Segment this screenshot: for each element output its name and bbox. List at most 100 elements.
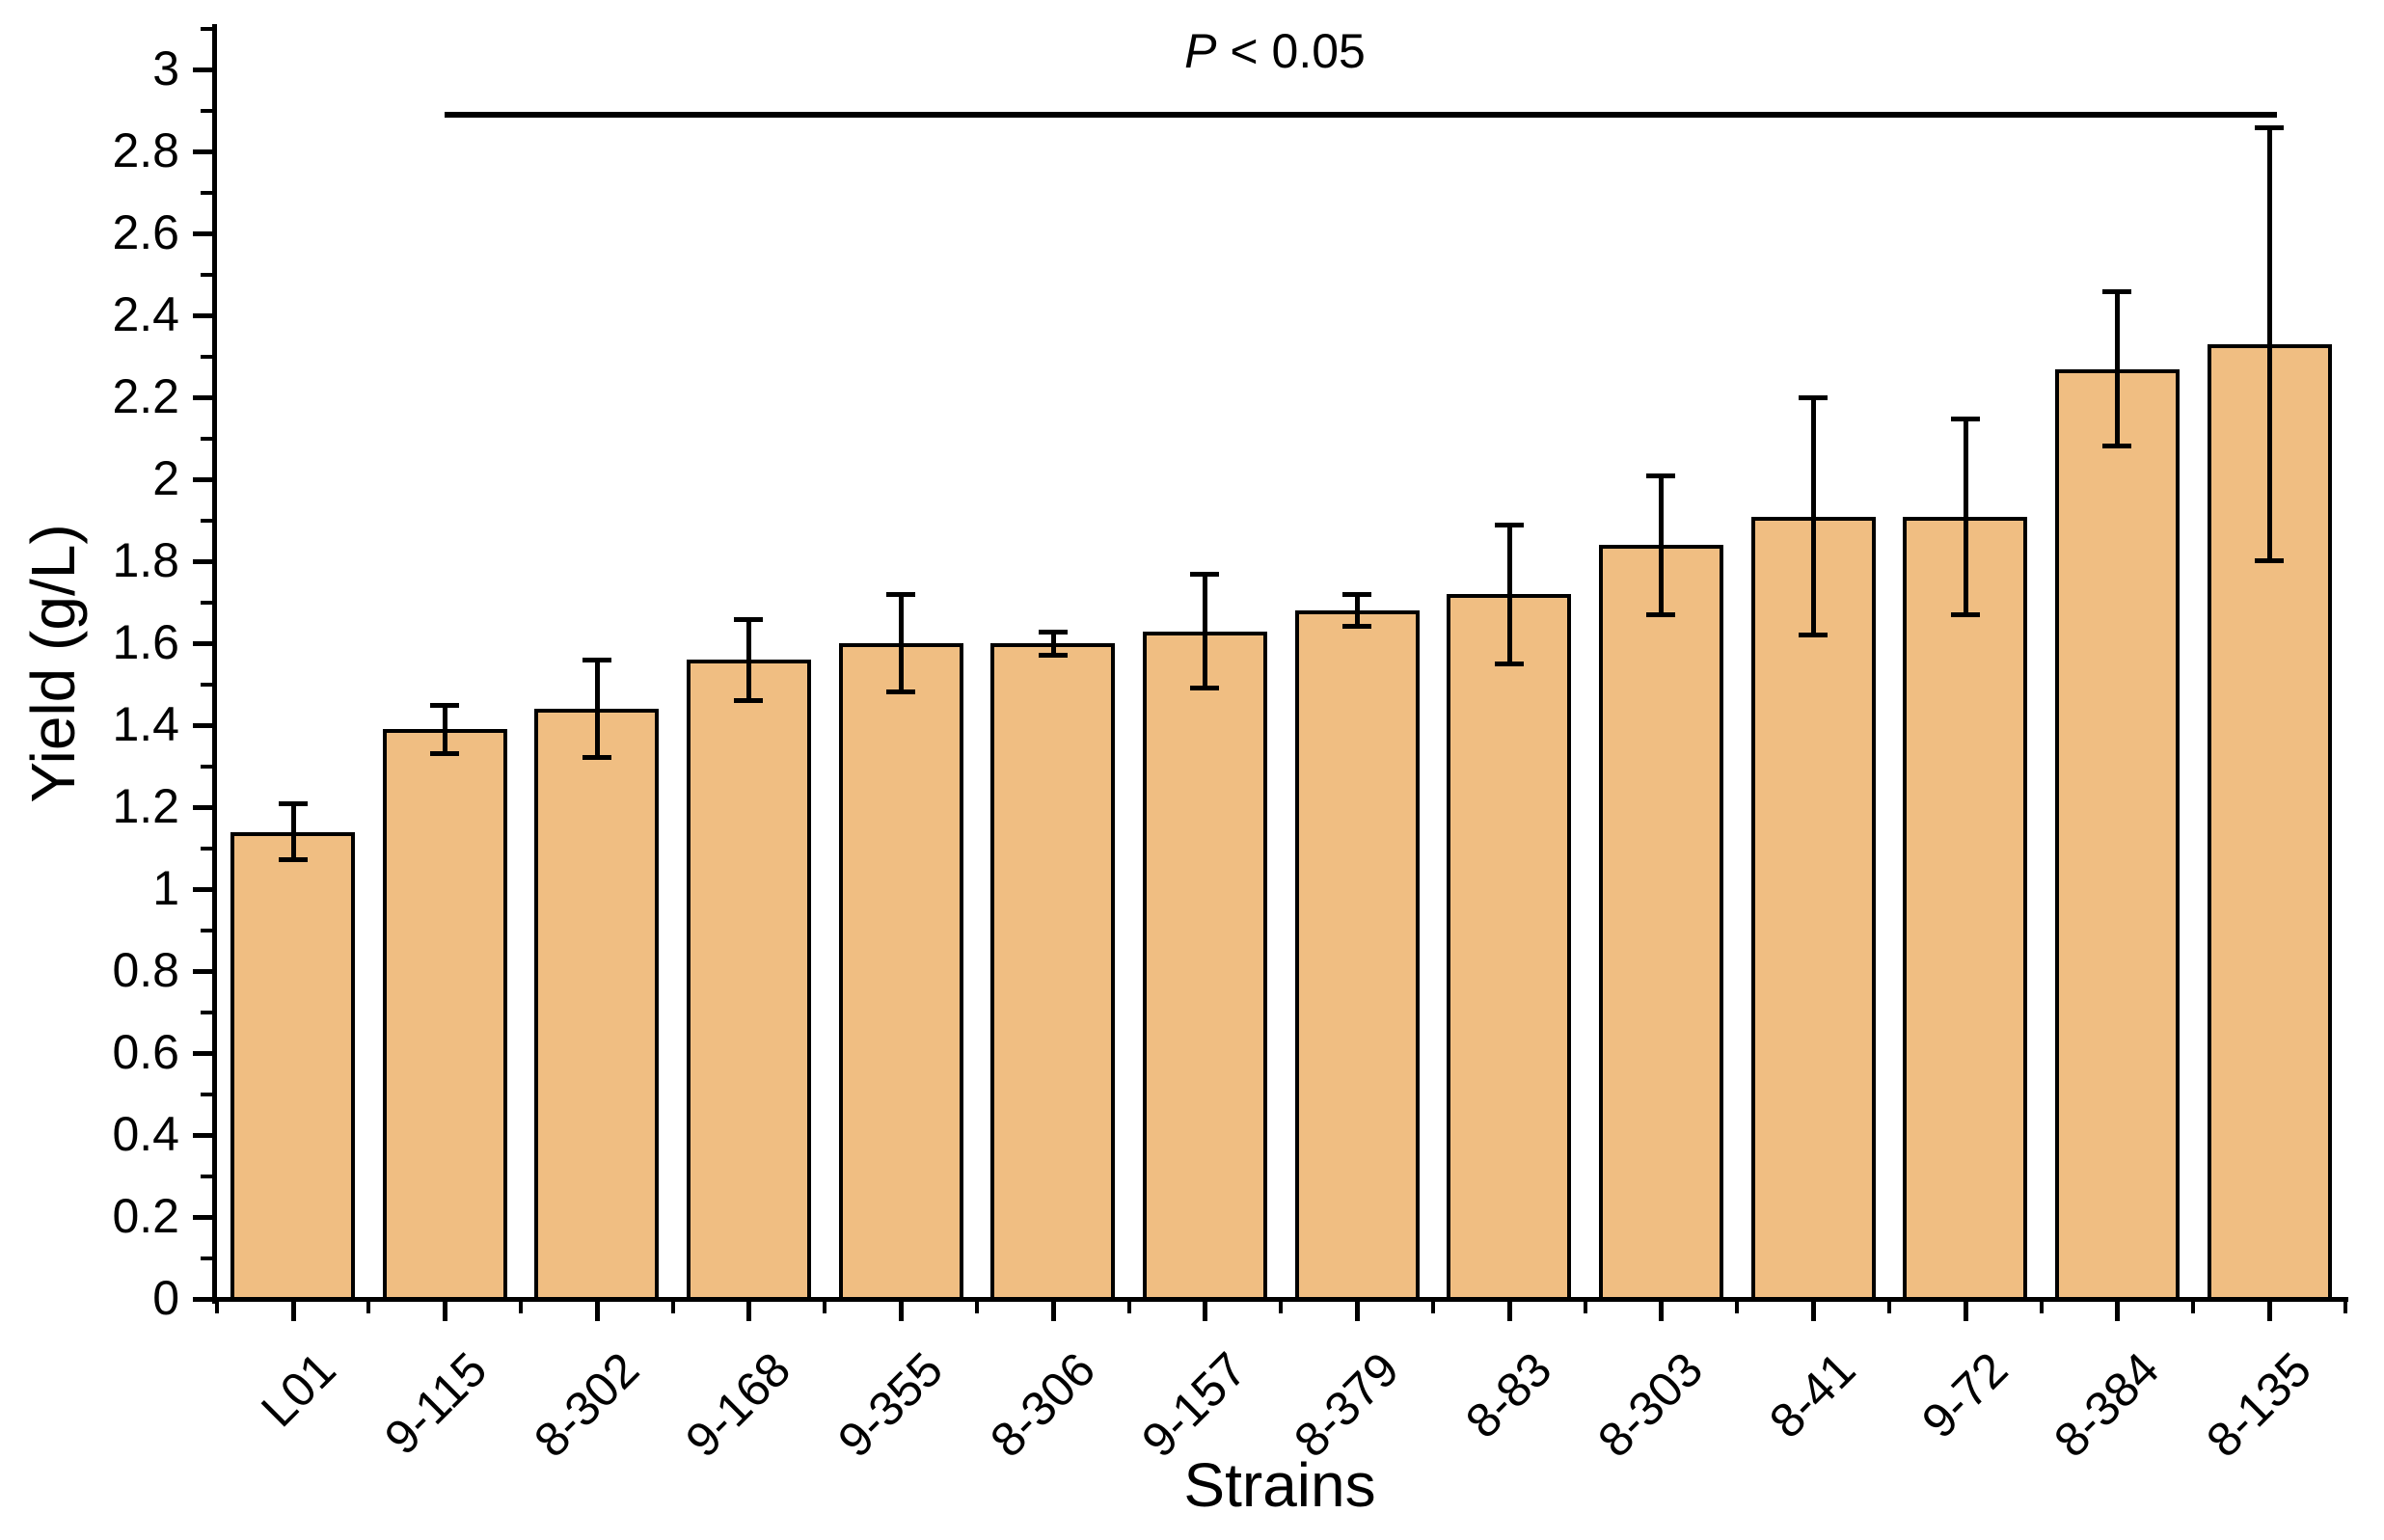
- y-minor-tick: [201, 355, 212, 359]
- y-major-tick: [193, 231, 212, 236]
- bar-8-41: [1751, 517, 1876, 1301]
- error-bar-cap-top-9-115: [430, 703, 459, 708]
- error-bar-line-8-306: [1051, 632, 1056, 656]
- y-tick-label: 0.6: [112, 1024, 179, 1079]
- x-minor-tick: [2343, 1302, 2347, 1313]
- x-axis-title: Strains: [1183, 1450, 1376, 1520]
- bar-8-302: [534, 709, 659, 1301]
- y-minor-tick: [201, 109, 212, 113]
- x-tick-label: 8-41: [1758, 1341, 1866, 1449]
- y-minor-tick: [201, 601, 212, 605]
- error-bar-line-8-302: [595, 660, 600, 758]
- y-tick-label: 1.6: [112, 614, 179, 669]
- y-tick-label: 2.6: [112, 204, 179, 259]
- x-major-tick: [1355, 1302, 1360, 1321]
- error-bar-cap-bottom-L01: [279, 857, 308, 862]
- x-minor-tick: [823, 1302, 826, 1313]
- y-major-tick: [193, 805, 212, 810]
- error-bar-cap-bottom-9-168: [734, 698, 763, 703]
- error-bar-cap-bottom-8-83: [1495, 662, 1524, 666]
- x-tick-label: L01: [250, 1341, 346, 1438]
- x-minor-tick: [215, 1302, 219, 1313]
- y-tick-label: 1: [152, 860, 179, 915]
- bar-9-168: [687, 660, 811, 1301]
- bar-8-83: [1447, 594, 1571, 1301]
- y-major-tick: [193, 313, 212, 318]
- y-axis-line: [212, 24, 217, 1304]
- y-minor-tick: [201, 1175, 212, 1178]
- error-bar-cap-bottom-9-115: [430, 751, 459, 756]
- x-minor-tick: [1735, 1302, 1739, 1313]
- x-tick-label: 8-384: [2044, 1341, 2170, 1468]
- x-tick-label: 9-72: [1910, 1341, 2018, 1449]
- y-tick-label: 2.4: [112, 286, 179, 341]
- y-tick-label: 2: [152, 450, 179, 505]
- bar-9-355: [839, 643, 963, 1301]
- y-minor-tick: [201, 519, 212, 523]
- error-bar-cap-bottom-8-302: [582, 755, 611, 760]
- y-major-tick: [193, 149, 212, 154]
- error-bar-line-9-355: [899, 594, 904, 692]
- y-tick-label: 2.2: [112, 368, 179, 423]
- error-bar-cap-top-8-303: [1646, 473, 1675, 478]
- y-major-tick: [193, 1297, 212, 1302]
- x-major-tick: [1051, 1302, 1056, 1321]
- y-major-tick: [193, 641, 212, 646]
- error-bar-cap-top-8-306: [1039, 630, 1068, 635]
- x-major-tick: [1964, 1302, 1968, 1321]
- x-minor-tick: [2040, 1302, 2044, 1313]
- x-tick-label: 8-83: [1454, 1341, 1562, 1449]
- y-minor-tick: [201, 1093, 212, 1096]
- y-major-tick: [193, 969, 212, 974]
- x-minor-tick: [671, 1302, 675, 1313]
- y-major-tick: [193, 477, 212, 482]
- bar-9-157: [1143, 632, 1267, 1301]
- error-bar-line-9-72: [1964, 419, 1968, 615]
- error-bar-cap-top-9-157: [1190, 572, 1219, 577]
- y-minor-tick: [201, 765, 212, 769]
- error-bar-cap-top-9-168: [734, 617, 763, 622]
- y-tick-label: 1.4: [112, 696, 179, 751]
- bar-L01: [230, 832, 355, 1301]
- y-tick-label: 0: [152, 1270, 179, 1325]
- error-bar-line-8-135: [2267, 127, 2272, 561]
- x-major-tick: [291, 1302, 296, 1321]
- x-tick-label: 8-306: [980, 1341, 1106, 1468]
- error-bar-cap-top-8-384: [2102, 289, 2131, 294]
- bar-8-379: [1295, 610, 1420, 1301]
- x-major-tick: [2115, 1302, 2120, 1321]
- error-bar-cap-bottom-8-41: [1799, 633, 1828, 637]
- p-value-rest: < 0.05: [1216, 24, 1366, 78]
- x-tick-label: 9-115: [373, 1341, 498, 1466]
- error-bar-line-9-115: [443, 705, 447, 754]
- error-bar-cap-top-8-41: [1799, 395, 1828, 400]
- x-minor-tick: [1279, 1302, 1283, 1313]
- y-minor-tick: [201, 929, 212, 932]
- y-tick-label: 2.8: [112, 122, 179, 177]
- bar-9-115: [383, 729, 507, 1301]
- error-bar-cap-top-8-83: [1495, 523, 1524, 527]
- p-value-symbol: P: [1184, 24, 1217, 78]
- y-major-tick: [193, 1133, 212, 1138]
- x-minor-tick: [519, 1302, 523, 1313]
- x-minor-tick: [1887, 1302, 1891, 1313]
- x-minor-tick: [975, 1302, 979, 1313]
- bar-8-384: [2055, 369, 2180, 1301]
- error-bar-line-L01: [291, 803, 296, 860]
- y-tick-label: 0.2: [112, 1188, 179, 1243]
- x-major-tick: [443, 1302, 447, 1321]
- error-bar-line-8-379: [1355, 594, 1360, 627]
- y-minor-tick: [201, 437, 212, 441]
- error-bar-line-8-83: [1507, 525, 1512, 663]
- bar-8-303: [1599, 545, 1723, 1301]
- error-bar-line-8-384: [2115, 291, 2120, 446]
- error-bar-line-8-303: [1659, 475, 1664, 614]
- y-tick-label: 1.2: [112, 778, 179, 833]
- y-minor-tick: [201, 847, 212, 851]
- error-bar-cap-bottom-9-157: [1190, 686, 1219, 690]
- error-bar-cap-bottom-9-72: [1951, 612, 1980, 617]
- x-minor-tick: [366, 1302, 370, 1313]
- x-major-tick: [1507, 1302, 1512, 1321]
- x-major-tick: [746, 1302, 751, 1321]
